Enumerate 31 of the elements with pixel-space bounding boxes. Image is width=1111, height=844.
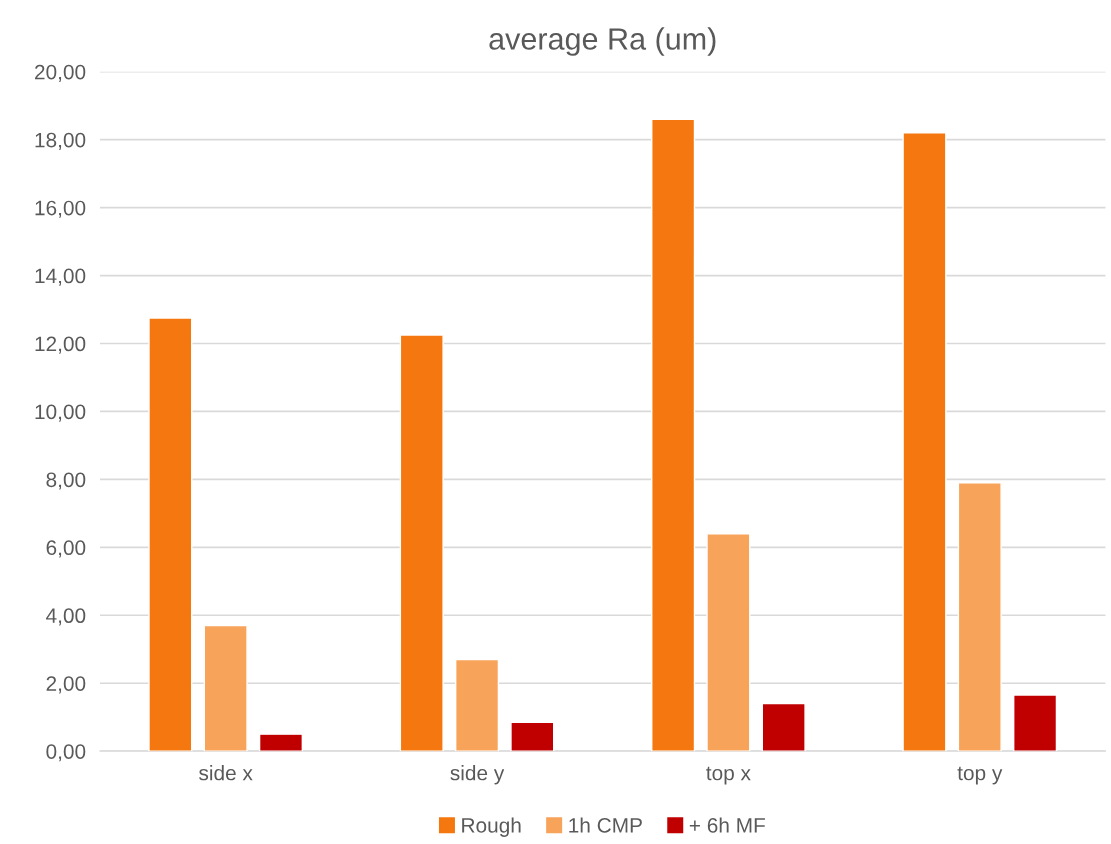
y-tick-label: 4,00 (46, 608, 86, 626)
bar (1013, 694, 1058, 752)
bar (761, 702, 806, 752)
y-tick-label: 12,00 (35, 336, 86, 354)
y-tick-label: 8,00 (46, 472, 86, 490)
bar (399, 334, 444, 752)
x-tick-label: top y (957, 766, 1003, 785)
y-tick-label: 18,00 (35, 132, 86, 150)
legend-label: 1h CMP (569, 817, 642, 833)
y-tick-label: 2,00 (46, 676, 86, 694)
bar (957, 482, 1002, 752)
x-tick-label: side x (199, 765, 253, 781)
bar (454, 658, 500, 752)
bar (651, 118, 696, 752)
bar (148, 317, 193, 752)
x-tick-label: top x (706, 766, 751, 785)
y-tick-label: 14,00 (35, 268, 86, 286)
y-tick-label: 20,00 (35, 64, 86, 82)
bar (902, 132, 947, 752)
y-tick-label: 16,00 (35, 200, 86, 218)
legend-label: Rough (462, 817, 521, 837)
bar (706, 533, 751, 752)
y-tick-label: 6,00 (46, 540, 86, 558)
bar (258, 733, 304, 752)
bar (510, 721, 555, 752)
legend-label: + 6h MF (689, 817, 765, 833)
bar (203, 624, 248, 752)
y-tick-label: 0,00 (46, 744, 86, 762)
x-tick-label: side y (450, 765, 505, 785)
chart-title: average Ra (um) (489, 27, 716, 56)
y-tick-label: 10,00 (35, 404, 86, 422)
